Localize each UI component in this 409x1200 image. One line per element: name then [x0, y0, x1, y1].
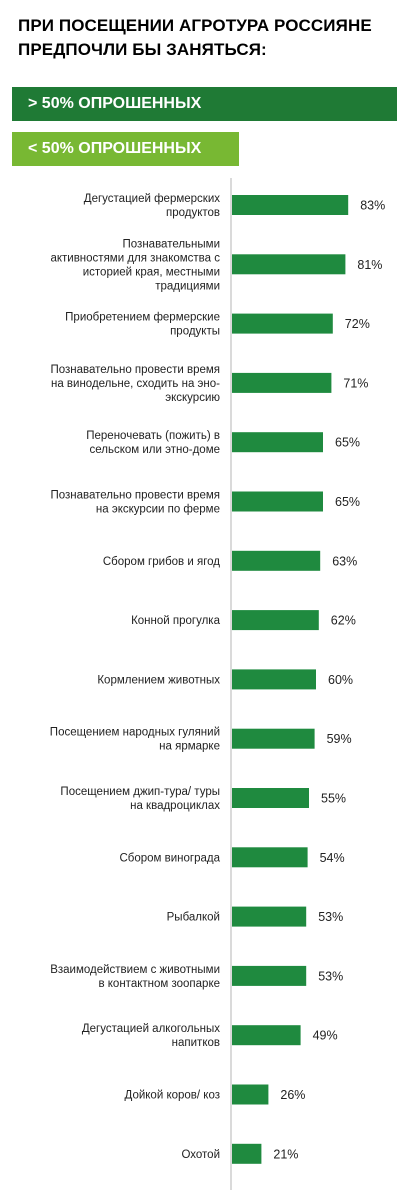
legend-above-50-label: > 50% ОПРОШЕННЫХ: [28, 95, 202, 112]
bar-12: [232, 906, 307, 927]
bar-1: [232, 254, 346, 275]
category-label-4: Переночевать (пожить) в сельском или этно…: [86, 430, 220, 456]
category-label-12-line-0: Рыбалкой: [167, 912, 220, 924]
bar-2: [232, 313, 333, 334]
category-label-2-line-0: Приобретением фермерские: [65, 312, 220, 324]
category-label-1-line-0: Познавательными: [123, 238, 220, 250]
bar-16: [232, 1143, 262, 1164]
category-label-12: Рыбалкой: [167, 912, 220, 924]
category-label-1-line-3: традициями: [155, 280, 220, 292]
bar-15: [232, 1084, 269, 1105]
value-label-9: 59%: [327, 732, 352, 746]
category-label-0-line-1: продуктов: [166, 207, 220, 219]
category-label-14-line-0: Дегустацией алкогольных: [82, 1023, 220, 1035]
category-label-9: Посещением народных гуляний на ярмарке: [50, 727, 220, 753]
legend-below-50-label: < 50% ОПРОШЕННЫХ: [28, 140, 202, 157]
category-label-2-line-1: продукты: [170, 326, 220, 338]
bar-7: [232, 610, 319, 631]
bar-14: [232, 1025, 301, 1046]
bar-13: [232, 965, 307, 986]
category-label-4-line-0: Переночевать (пожить) в: [86, 430, 220, 442]
category-label-3-line-1: на винодельне, сходить на эно-: [51, 378, 220, 390]
category-label-3: Познавательно провести время на винодельн…: [50, 364, 220, 404]
value-label-14: 49%: [313, 1029, 338, 1043]
category-label-14: Дегустацией алкогольных напитков: [82, 1023, 220, 1049]
value-label-12: 53%: [318, 910, 343, 924]
category-label-2: Приобретением фермерские продукты: [65, 312, 220, 338]
category-label-15: Дойкой коров/ коз: [125, 1090, 220, 1102]
category-label-5-line-0: Познавательно провести время: [50, 490, 220, 502]
value-label-8: 60%: [328, 673, 353, 687]
category-label-0: Дегустацией фермерских продуктов: [84, 193, 220, 219]
category-label-16: Охотой: [181, 1149, 220, 1161]
category-label-11-line-0: Сбором винограда: [119, 852, 220, 864]
category-label-6-line-0: Сбором грибов и ягод: [103, 556, 220, 568]
bar-11: [232, 847, 308, 868]
value-label-3: 71%: [343, 376, 368, 390]
category-label-16-line-0: Охотой: [181, 1149, 220, 1161]
category-label-3-line-2: экскурсию: [165, 392, 220, 404]
category-label-7: Конной прогулка: [131, 615, 221, 627]
category-label-5: Познавательно провести время на экскурсии…: [50, 490, 220, 516]
value-label-1: 81%: [357, 258, 382, 272]
category-label-8: Кормлением животных: [97, 674, 220, 686]
category-label-6: Сбором грибов и ягод: [103, 556, 220, 568]
value-label-6: 63%: [332, 554, 357, 568]
category-label-13-line-1: в контактном зоопарке: [98, 978, 220, 990]
category-label-10-line-0: Посещением джип-тура/ туры: [60, 786, 220, 798]
category-label-7-line-0: Конной прогулка: [131, 615, 221, 627]
bar-10: [232, 788, 309, 808]
value-label-2: 72%: [345, 317, 370, 331]
bar-9: [232, 728, 315, 749]
value-label-4: 65%: [335, 436, 360, 450]
category-label-3-line-0: Познавательно провести время: [50, 364, 220, 376]
bar-5: [232, 491, 323, 512]
category-label-9-line-0: Посещением народных гуляний: [50, 727, 220, 739]
value-label-0: 83%: [360, 199, 385, 213]
bar-8: [232, 669, 316, 690]
bar-3: [232, 372, 332, 393]
value-label-10: 55%: [321, 792, 346, 806]
category-label-4-line-1: сельском или этно-доме: [90, 444, 221, 456]
category-label-14-line-1: напитков: [172, 1037, 220, 1049]
category-label-13: Взаимодействием с животными в контактном …: [50, 964, 220, 990]
value-label-15: 26%: [280, 1088, 305, 1102]
legend-above-50-banner: > 50% ОПРОШЕННЫХ: [12, 87, 397, 121]
value-label-13: 53%: [318, 969, 343, 983]
category-label-8-line-0: Кормлением животных: [97, 674, 220, 686]
category-label-0-line-0: Дегустацией фермерских: [84, 193, 220, 205]
category-label-5-line-1: на экскурсии по ферме: [96, 504, 220, 516]
category-label-13-line-0: Взаимодействием с животными: [50, 964, 220, 976]
category-label-1: Познавательными активностями для знакомст…: [50, 238, 220, 292]
value-label-7: 62%: [331, 614, 356, 628]
value-label-16: 21%: [273, 1147, 298, 1161]
category-label-10: Посещением джип-тура/ туры на квадроцикла…: [60, 786, 220, 812]
value-label-11: 54%: [320, 851, 345, 865]
value-label-5: 65%: [335, 495, 360, 509]
bar-0: [232, 195, 349, 215]
category-label-15-line-0: Дойкой коров/ коз: [125, 1090, 220, 1102]
legend-below-50-banner: < 50% ОПРОШЕННЫХ: [12, 132, 239, 166]
category-label-1-line-1: активностями для знакомства с: [50, 252, 220, 264]
category-label-10-line-1: на квадроциклах: [130, 800, 220, 812]
bar-6: [232, 550, 321, 571]
category-label-9-line-1: на ярмарке: [159, 741, 220, 753]
category-label-11: Сбором винограда: [119, 852, 220, 864]
bar-4: [232, 432, 323, 453]
category-label-1-line-2: историей края, местными: [83, 266, 220, 278]
page-title: ПРИ ПОСЕЩЕНИИ АГРОТУРА РОССИЯНЕ ПРЕДПОЧЛ…: [18, 16, 372, 59]
